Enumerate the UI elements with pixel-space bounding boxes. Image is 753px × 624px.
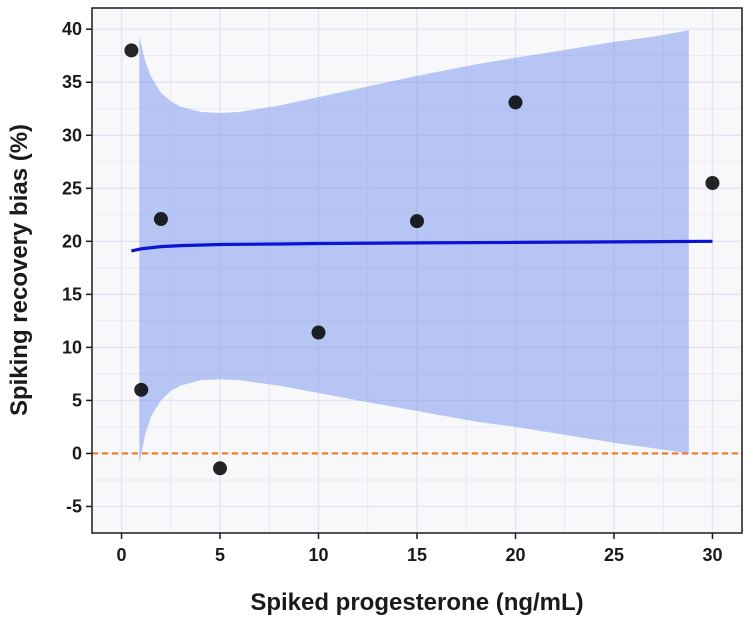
y-tick-label: 0 [72,443,82,463]
y-tick-label: 30 [62,125,82,145]
fit-line [131,239,713,253]
data-point [213,461,228,476]
y-tick-label: 5 [72,390,82,410]
y-tick-label: 15 [62,284,82,304]
y-tick-label: 35 [62,72,82,92]
x-tick-label: 15 [407,545,427,565]
confidence-band-layer [139,30,689,465]
data-point [124,43,139,58]
y-tick-label: 20 [62,231,82,251]
data-point [153,212,168,227]
data-point [410,214,424,229]
x-axis-title: Spiked progesterone (ng/mL) [250,589,583,616]
y-axis-title: Spiking recovery bias (%) [6,124,33,416]
x-tick-label: 5 [215,545,225,565]
x-tick-label: 25 [604,545,624,565]
data-point [311,325,326,340]
data-points [124,43,720,476]
x-axis-ticks: 0 5 10 15 20 25 30 [117,533,722,565]
data-point [705,176,720,190]
y-tick-label: 40 [62,19,82,39]
y-tick-label: 25 [62,178,82,198]
data-point [134,382,149,397]
fit-line-layer [131,239,713,253]
y-axis-ticks: -5 0 5 10 15 20 25 30 35 40 [62,19,92,516]
x-tick-label: 20 [505,545,525,565]
y-tick-label: 10 [62,337,82,357]
x-tick-label: 10 [308,545,328,565]
x-tick-label: 0 [117,545,127,565]
x-tick-label: 30 [702,545,722,565]
y-tick-label: -5 [66,496,82,516]
data-point [508,95,523,110]
confidence-band [139,30,689,465]
